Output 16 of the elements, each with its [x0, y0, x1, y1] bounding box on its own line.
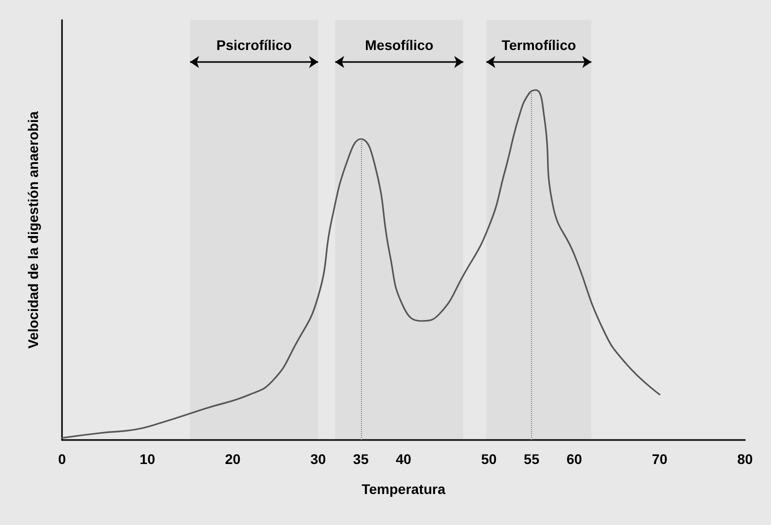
x-tick-label: 70: [652, 451, 668, 467]
x-tick-label: 50: [481, 451, 497, 467]
x-tick-label: 0: [58, 451, 66, 467]
band-label: Mesofílico: [364, 37, 434, 53]
x-axis-title: Temperatura: [362, 481, 446, 497]
x-tick-label: 30: [310, 451, 326, 467]
y-axis-title: Velocidad de la digestión anaerobia: [25, 111, 41, 349]
x-tick-label: 20: [224, 451, 241, 467]
band-label: Termofílico: [502, 37, 576, 53]
x-tick-label: 10: [140, 451, 156, 467]
x-tick-label: 60: [566, 451, 582, 467]
x-tick-label: 40: [396, 451, 412, 467]
x-tick-label: 35: [353, 451, 369, 467]
x-tick-label: 80: [737, 451, 753, 467]
x-tick-label: 55: [524, 451, 540, 467]
band-label: Psicrofílico: [216, 37, 292, 53]
